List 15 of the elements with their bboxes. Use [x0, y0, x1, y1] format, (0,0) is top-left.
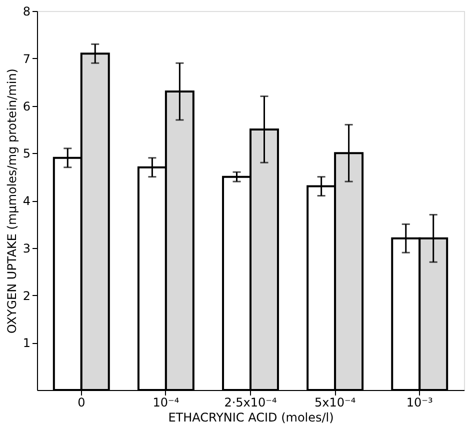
x-tick-label: 0	[78, 396, 86, 410]
y-tick-label: 3	[22, 241, 30, 256]
x-tick-label: 10⁻³	[406, 396, 433, 410]
x-tick-label: 5x10⁻⁴	[314, 396, 356, 410]
y-tick-label: 6	[22, 99, 30, 114]
y-tick-label: 8	[22, 4, 30, 18]
x-tick-label: 10⁻⁴	[152, 396, 180, 410]
x-tick-label: 2·5x10⁻⁴	[224, 396, 277, 410]
y-tick-label: 7	[22, 52, 30, 66]
y-tick-label: 1	[22, 336, 30, 350]
y-tick-label: 5	[22, 146, 30, 161]
y-tick-label: 4	[22, 194, 30, 208]
y-tick-label: 2	[22, 288, 30, 303]
x-axis-title: ETHACRYNIC ACID (moles/l)	[168, 410, 334, 424]
y-axis-title: OXYGEN UPTAKE (mμmoles/mg protein/min)	[4, 68, 19, 334]
